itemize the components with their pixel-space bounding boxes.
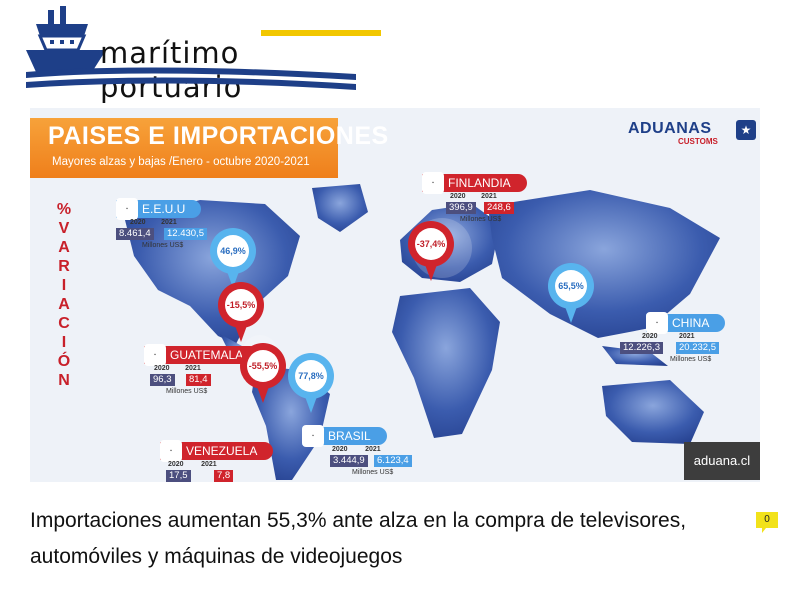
logo-wave [26,67,356,90]
ship-logo-icon [26,6,106,72]
unit-label: Millones US$ [352,469,394,476]
featured-infographic[interactable]: PAISES E IMPORTACIONES Mayores alzas y b… [30,108,760,482]
world-map [125,184,720,480]
country-tag: ▪ [116,198,138,220]
brand-sub: CUSTOMS [678,137,718,146]
logo-accent-bar [261,30,381,36]
value-2021: 248,6 [484,202,514,214]
pin-guatemala: -15,5% [218,282,264,344]
article-headline[interactable]: Importaciones aumentan 55,3% ante alza e… [30,509,687,568]
country-tag: ▪ [646,312,668,334]
value-2020: 12.226,3 [620,342,663,354]
country-name: GUATEMALA [144,346,260,364]
pin-finlandia: -37,4% [408,221,454,283]
value-2020: 8.461,4 [116,228,154,240]
value-2020: 396,9 [446,202,476,214]
country-tag: ▪ [160,440,182,462]
unit-label: Millones US$ [142,242,184,249]
pin-brasil: 77,8% [288,353,334,415]
infographic-title: PAISES E IMPORTACIONES [48,122,389,150]
years-label: 2020 2021 [154,365,201,372]
aduanas-brand: ADUANAS CUSTOMS ★ [628,120,758,154]
years-label: 2020 2021 [642,333,695,340]
country-name: VENEZUELA [160,442,274,460]
variation-label: % V A R I A C I Ó N [56,201,72,389]
value-2021: 12.430,5 [164,228,207,240]
value-2020: 96,3 [150,374,175,386]
value-2021: 20.232,5 [676,342,719,354]
years-label: 2020 2021 [168,461,217,468]
image-credit: aduana.cl [684,442,760,480]
comment-count-badge[interactable]: 0 [756,512,778,533]
pin-venezuela: -55,5% [240,343,286,405]
years-label: 2020 2021 [130,219,177,226]
site-logo[interactable]: marítimo portuario [26,6,381,104]
unit-label: Millones US$ [670,356,712,363]
value-2021: 7,8 [214,470,234,482]
logo-text: marítimo portuario [100,36,243,104]
value-2021: 6.123,4 [374,455,412,467]
value-2020: 3.444,9 [330,455,368,467]
pin-china: 65,5% [548,263,594,325]
value-2020: 17,5 [166,470,191,482]
pin-eeuu: 46,9% [210,228,256,290]
infographic-banner: PAISES E IMPORTACIONES Mayores alzas y b… [30,118,388,178]
country-tag: ▪ [422,172,444,194]
country-name: FINLANDIA [422,174,527,192]
customs-badge-icon: ★ [736,120,756,140]
country-tag: ▪ [302,425,324,447]
unit-label: Millones US$ [166,388,208,395]
infographic-subtitle: Mayores alzas y bajas /Enero - octubre 2… [52,156,310,168]
brand-name: ADUANAS [628,120,712,137]
years-label: 2020 2021 [450,193,497,200]
unit-label: Millones US$ [460,216,502,223]
country-tag: ▪ [144,344,166,366]
value-2021: 81,4 [186,374,211,386]
years-label: 2020 2021 [332,446,381,453]
